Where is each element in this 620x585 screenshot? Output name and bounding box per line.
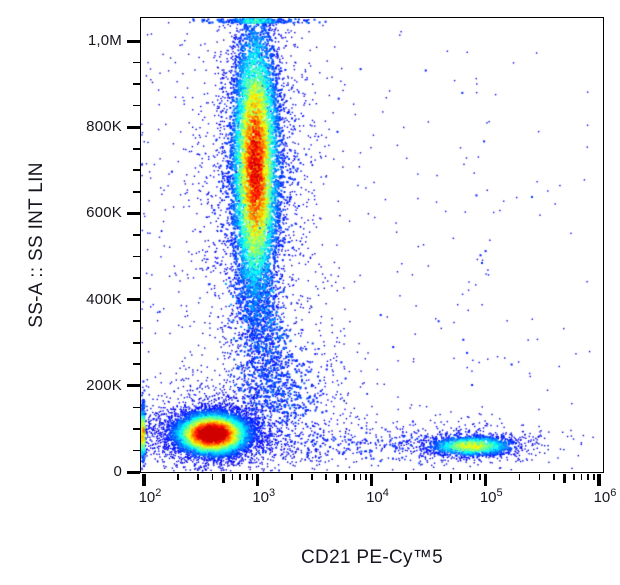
- y-minor-tick: [133, 406, 140, 409]
- x-minor-tick: [353, 474, 355, 480]
- x-minor-tick: [592, 474, 595, 480]
- x-minor-tick: [245, 474, 248, 480]
- x-tick-label: 106: [582, 487, 620, 507]
- y-minor-tick: [133, 320, 140, 322]
- y-tick-label: 600K: [86, 204, 122, 222]
- x-tick-label: 102: [127, 487, 173, 507]
- x-minor-tick: [311, 474, 313, 480]
- x-minor-tick: [552, 474, 555, 480]
- x-minor-tick: [538, 474, 541, 480]
- x-minor-tick: [345, 474, 348, 480]
- x-minor-tick: [231, 474, 234, 480]
- x-major-tick: [369, 474, 374, 486]
- x-medium-tick: [222, 474, 225, 483]
- x-tick-label: 105: [468, 487, 514, 507]
- x-minor-tick: [197, 474, 200, 480]
- x-minor-tick: [365, 474, 368, 480]
- y-minor-tick: [133, 363, 140, 366]
- x-minor-tick: [518, 474, 521, 480]
- x-minor-tick: [439, 474, 441, 480]
- y-major-tick: [127, 470, 140, 474]
- x-tick-label: 104: [355, 487, 401, 507]
- x-tick-label-exponent: 3: [269, 487, 276, 499]
- y-major-tick: [127, 125, 140, 129]
- y-minor-tick: [133, 61, 140, 64]
- x-minor-tick: [466, 474, 469, 480]
- x-minor-tick: [239, 474, 241, 480]
- x-medium-tick: [335, 474, 339, 483]
- y-minor-tick: [133, 104, 140, 107]
- y-axis-title: SS-A :: SS INT LIN: [26, 162, 47, 328]
- x-minor-tick: [211, 474, 214, 480]
- x-minor-tick: [587, 474, 589, 480]
- x-minor-tick: [424, 474, 427, 480]
- y-minor-tick: [133, 83, 140, 85]
- y-major-tick: [127, 384, 140, 388]
- x-tick-label-base: 10: [593, 489, 611, 506]
- x-tick-label-base: 10: [479, 489, 497, 506]
- x-minor-tick: [572, 474, 575, 480]
- y-minor-tick: [133, 234, 140, 236]
- y-minor-tick: [133, 449, 140, 452]
- x-axis-title: CD21 PE-Cy™5: [301, 547, 443, 568]
- y-tick-label: 800K: [86, 118, 122, 136]
- x-major-tick: [256, 474, 260, 486]
- y-tick-label: 200K: [86, 376, 122, 394]
- x-minor-tick: [291, 474, 293, 480]
- x-major-tick: [483, 474, 487, 486]
- y-minor-tick: [133, 169, 140, 172]
- y-major-tick: [127, 211, 140, 215]
- x-medium-tick: [563, 474, 567, 483]
- x-major-tick: [142, 474, 146, 486]
- x-minor-tick: [580, 474, 583, 480]
- x-tick-label-exponent: 2: [155, 487, 162, 499]
- x-minor-tick: [479, 474, 481, 480]
- y-tick-label: 0: [113, 463, 122, 480]
- x-minor-tick: [359, 474, 362, 480]
- x-tick-label: 103: [241, 487, 287, 507]
- y-tick-label: 400K: [86, 290, 122, 308]
- y-minor-tick: [133, 147, 140, 150]
- x-medium-tick: [449, 474, 453, 483]
- x-tick-label-base: 10: [138, 489, 156, 506]
- x-minor-tick: [251, 474, 254, 480]
- y-minor-tick: [133, 341, 140, 344]
- x-tick-label-exponent: 6: [610, 487, 617, 499]
- x-tick-label-exponent: 5: [496, 487, 503, 499]
- x-minor-tick: [473, 474, 476, 480]
- y-minor-tick: [133, 255, 140, 258]
- x-tick-label-base: 10: [252, 489, 270, 506]
- x-minor-tick: [459, 474, 461, 480]
- y-major-tick: [127, 298, 140, 302]
- y-tick-label: 1,0M: [87, 32, 122, 49]
- y-minor-tick: [133, 191, 140, 193]
- x-major-tick: [597, 474, 601, 486]
- y-minor-tick: [133, 428, 140, 430]
- y-minor-tick: [133, 277, 140, 279]
- x-tick-label-exponent: 4: [382, 487, 389, 499]
- x-minor-tick: [404, 474, 407, 480]
- x-minor-tick: [325, 474, 328, 480]
- x-tick-label-base: 10: [366, 489, 383, 506]
- y-major-tick: [127, 39, 140, 43]
- x-minor-tick: [177, 474, 180, 480]
